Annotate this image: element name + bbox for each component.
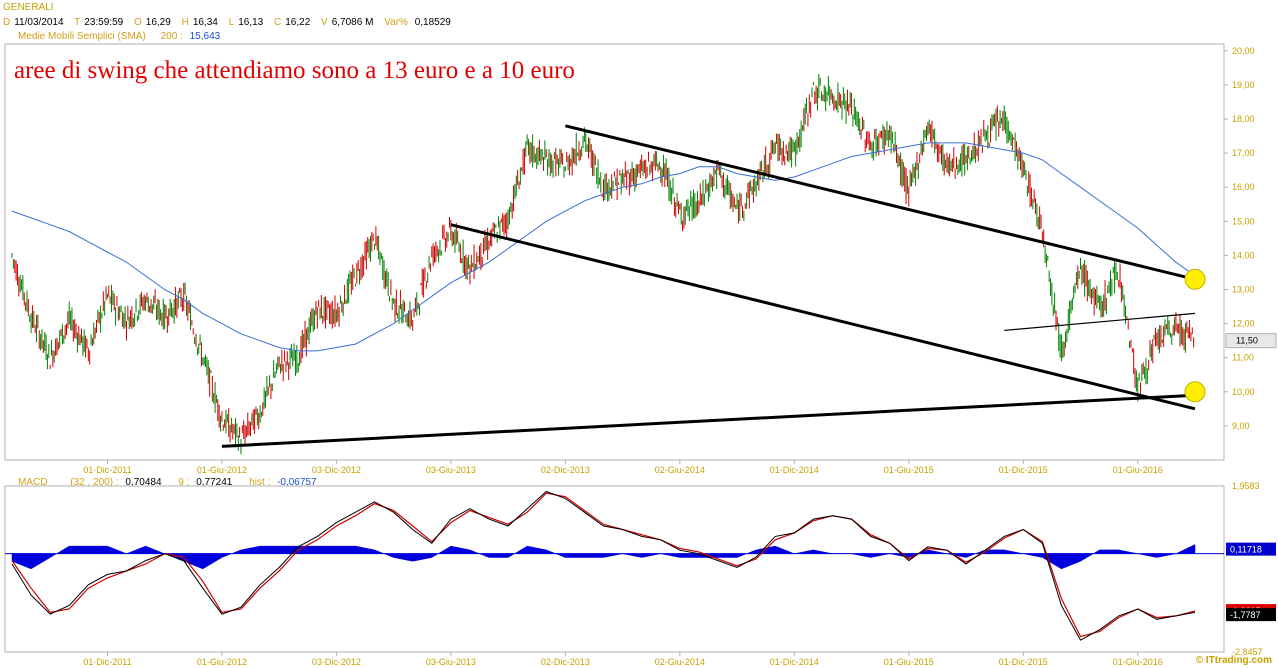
y-tick-label: 14,00 <box>1232 250 1255 260</box>
macd-x-tick-label: 01-Dic-2011 <box>83 657 131 667</box>
macd-x-tick-label: 01-Giu-2016 <box>1113 657 1163 667</box>
y-tick-label: 19,00 <box>1232 80 1255 90</box>
macd-x-tick-label: 03-Giu-2013 <box>426 657 476 667</box>
price-x-tick-label: 03-Giu-2013 <box>426 465 476 475</box>
trendline <box>564 124 1196 281</box>
y-tick-label: 11,00 <box>1232 353 1254 363</box>
price-x-tick-label: 01-Dic-2014 <box>770 465 819 475</box>
macd-y-tick-label: 1,9583 <box>1232 481 1260 491</box>
price-x-tick-label: 01-Dic-2011 <box>83 465 131 475</box>
trendline <box>221 393 1196 448</box>
y-tick-label: 17,00 <box>1232 148 1255 158</box>
sma-line <box>11 142 1196 352</box>
macd-panel-frame <box>4 485 1225 653</box>
macd-x-tick-label: 03-Dic-2012 <box>312 657 361 667</box>
trendline <box>450 223 1196 411</box>
credit-text: © ITtrading.com <box>1195 655 1272 666</box>
macd-x-tick-label: 01-Giu-2015 <box>884 657 934 667</box>
y-tick-label: 12,00 <box>1232 319 1255 329</box>
price-x-tick-label: 02-Dic-2013 <box>541 465 590 475</box>
y-tick-label: 15,00 <box>1232 216 1255 226</box>
price-x-tick-label: 01-Giu-2015 <box>884 465 934 475</box>
y-tick-label: 10,00 <box>1232 387 1255 397</box>
ohlc-readout: D 11/03/2014 T 23:59:59 O 16,29 H 16,34 L 16,… <box>3 17 451 28</box>
macd-x-tick-label: 02-Dic-2013 <box>541 657 590 667</box>
price-x-tick-label: 01-Dic-2015 <box>999 465 1048 475</box>
macd-value-badge <box>1226 608 1276 622</box>
y-tick-label: 13,00 <box>1232 285 1255 295</box>
price-bars <box>11 73 1195 455</box>
last-price-label: 11,50 <box>1236 336 1258 346</box>
sma-legend: Medie Mobili Semplici (SMA) 200 : 15,643 <box>18 31 221 42</box>
macd-x-tick-label: 02-Giu-2014 <box>655 657 705 667</box>
trendline <box>1004 312 1196 332</box>
macd-value-label: 0,11718 <box>1230 545 1262 555</box>
macd-x-tick-label: 01-Dic-2015 <box>999 657 1048 667</box>
chart-annotation: aree di swing che attendiamo sono a 13 e… <box>14 57 575 84</box>
target-marker <box>1184 381 1206 403</box>
price-x-tick-label: 01-Giu-2016 <box>1113 465 1163 475</box>
y-tick-label: 20,00 <box>1232 46 1255 56</box>
macd-legend: MACD (32 , 200) : 0,70484 9 : 0,77241 hi… <box>18 477 317 488</box>
price-x-tick-label: 01-Giu-2012 <box>197 465 247 475</box>
price-x-tick-label: 03-Dic-2012 <box>312 465 361 475</box>
y-tick-label: 9,00 <box>1232 421 1250 431</box>
target-marker <box>1184 268 1206 290</box>
macd-line <box>11 490 1196 641</box>
macd-x-tick-label: 01-Giu-2012 <box>197 657 247 667</box>
signal-line <box>11 492 1196 638</box>
y-tick-label: 18,00 <box>1232 114 1255 124</box>
price-x-tick-label: 02-Giu-2014 <box>655 465 705 475</box>
macd-y-tick-label: -2,8457 <box>1232 647 1263 657</box>
symbol-title: GENERALI <box>3 2 54 13</box>
last-price-badge <box>1225 333 1277 349</box>
y-tick-label: 16,00 <box>1232 182 1255 192</box>
macd-histogram <box>11 544 1196 570</box>
macd-x-tick-label: 01-Dic-2014 <box>770 657 819 667</box>
price-panel-frame <box>4 43 1225 461</box>
macd-value-badge <box>1226 542 1276 556</box>
macd-value-label: -1,7787 <box>1230 610 1261 620</box>
